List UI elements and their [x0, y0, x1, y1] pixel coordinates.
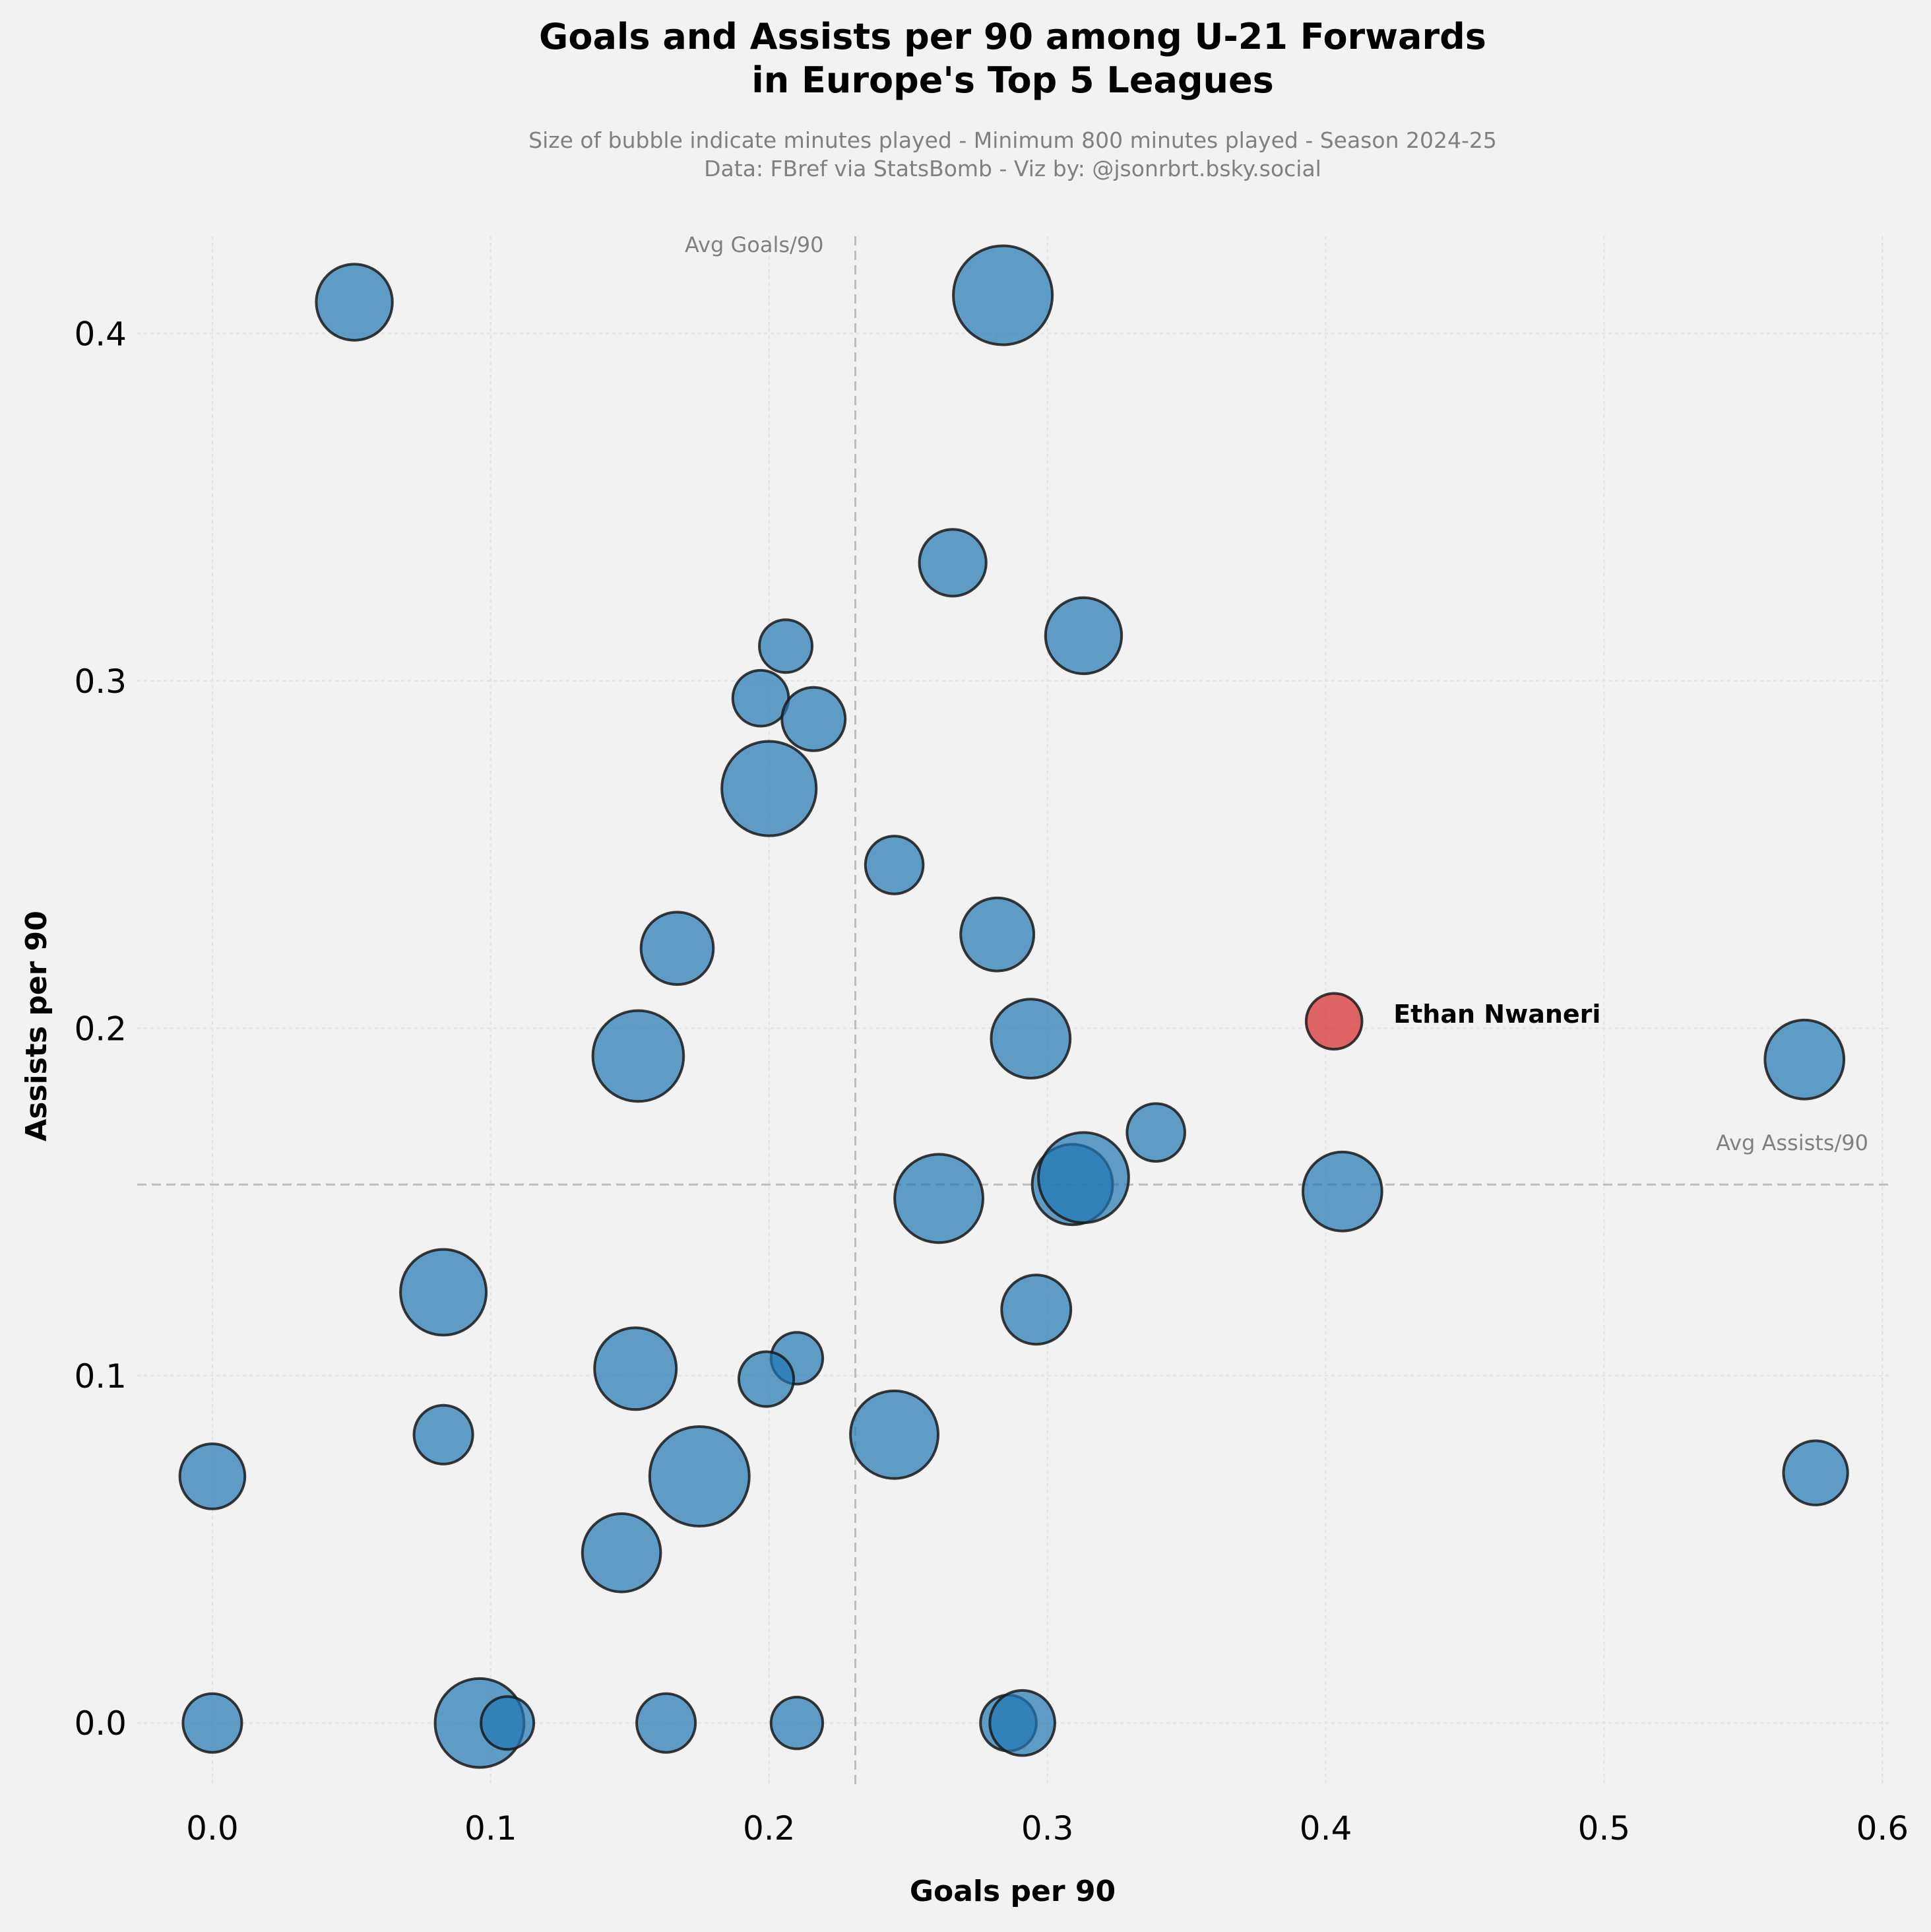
chart-title-line-2: in Europe's Top 5 Leagues [751, 59, 1274, 101]
player-bubble [635, 1692, 697, 1754]
player-bubble [849, 1389, 940, 1480]
player-bubble [769, 1696, 825, 1751]
tick-labels: 0.0 0.1 0.2 0.3 0.4 0.5 0.6 0.0 0.1 0.2 0.3 0.4 [74, 315, 1909, 1848]
avg-goals-label: Avg Goals/90 [685, 232, 823, 257]
player-bubble [593, 1326, 678, 1411]
player-bubble [480, 1695, 536, 1751]
player-bubble [1782, 1439, 1849, 1506]
player-bubble [952, 244, 1054, 346]
x-tick-label: 0.4 [1300, 1809, 1352, 1848]
player-bubble [1125, 1102, 1186, 1163]
player-bubble [1044, 596, 1124, 676]
player-bubble [893, 1153, 985, 1244]
player-bubble [581, 1512, 662, 1594]
y-axis-label: Assists per 90 [20, 911, 53, 1142]
player-bubble [720, 740, 818, 837]
y-tick-label: 0.4 [74, 315, 127, 353]
player-bubble [758, 618, 814, 674]
x-tick-label: 0.3 [1021, 1809, 1074, 1848]
player-bubble [648, 1425, 751, 1528]
player-bubble [737, 1350, 796, 1408]
y-tick-label: 0.0 [74, 1704, 127, 1743]
player-bubble [731, 668, 790, 728]
highlighted-player-label: Ethan Nwaneri [1393, 1000, 1600, 1029]
average-reference-lines: Avg Goals/90 Avg Assists/90 [137, 232, 1891, 1786]
avg-assists-label: Avg Assists/90 [1716, 1130, 1868, 1155]
player-bubble [181, 1692, 243, 1754]
player-bubble [639, 911, 715, 986]
player-bubble [990, 998, 1072, 1079]
chart-subtitle-line-1: Size of bubble indicate minutes played -… [528, 127, 1497, 153]
player-bubble [1000, 1273, 1073, 1346]
bubbles: Ethan Nwaneri [178, 244, 1849, 1769]
player-bubble [988, 1689, 1056, 1757]
highlighted-player-bubble [1304, 992, 1364, 1051]
player-bubble [959, 896, 1036, 973]
player-bubble [864, 835, 925, 895]
x-tick-label: 0.1 [464, 1809, 517, 1848]
y-tick-label: 0.2 [74, 1010, 127, 1048]
x-axis-label: Goals per 90 [910, 1875, 1116, 1908]
player-bubble [918, 528, 988, 598]
x-tick-label: 0.5 [1578, 1809, 1631, 1848]
y-tick-label: 0.3 [74, 662, 127, 701]
x-tick-label: 0.0 [186, 1809, 239, 1848]
player-bubble [1301, 1150, 1383, 1233]
player-bubble [591, 1009, 685, 1103]
x-tick-label: 0.2 [743, 1809, 796, 1848]
chart-title-line-1: Goals and Assists per 90 among U-21 Forw… [539, 16, 1486, 57]
x-tick-label: 0.6 [1856, 1809, 1909, 1848]
player-bubble [315, 263, 394, 342]
player-bubble [178, 1442, 247, 1510]
y-tick-label: 0.1 [74, 1357, 127, 1396]
player-bubble [412, 1403, 474, 1465]
player-bubble [1763, 1018, 1846, 1101]
player-bubble [399, 1248, 488, 1337]
player-bubble [1037, 1131, 1130, 1225]
player-bubble [780, 686, 847, 752]
chart-subtitle-line-2: Data: FBref via StatsBomb - Viz by: @jso… [704, 156, 1321, 181]
